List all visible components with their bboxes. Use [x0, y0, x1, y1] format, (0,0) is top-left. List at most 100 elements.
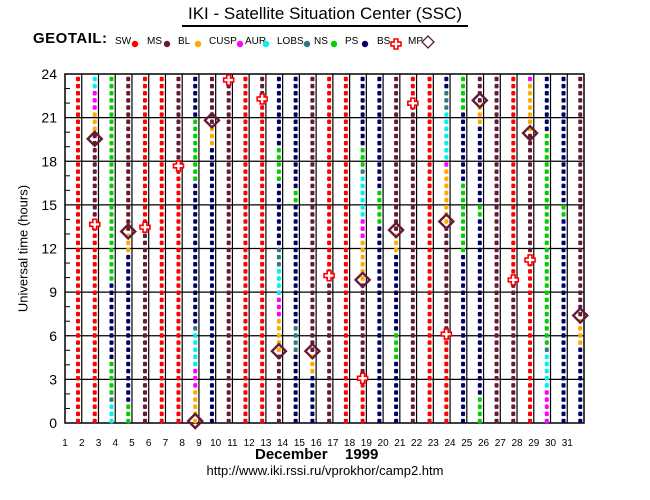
- region-dot-ps: [360, 76, 365, 82]
- region-dot-ps: [109, 347, 114, 352]
- region-dot-ns: [544, 205, 549, 210]
- region-dot-sw: [260, 390, 265, 395]
- region-dot-lobs: [293, 340, 298, 345]
- region-dot-sw: [243, 219, 248, 224]
- region-dot-sw: [159, 112, 164, 117]
- region-dot-ms: [394, 91, 399, 96]
- legend-swatch-ps: [361, 40, 369, 48]
- region-dot-ns: [109, 176, 114, 181]
- region-dot-sw: [511, 212, 516, 217]
- region-dot-sw: [76, 155, 80, 160]
- region-dot-sw: [176, 361, 181, 367]
- region-dot-lobs: [293, 333, 298, 338]
- region-dot-ns: [109, 112, 114, 117]
- region-dot-ms: [327, 326, 332, 331]
- region-dot-ps: [209, 155, 214, 160]
- region-dot-ms: [310, 269, 315, 274]
- region-dot-sw: [176, 240, 181, 246]
- x-tick-label: 25: [461, 438, 473, 449]
- region-dot-ms: [360, 333, 365, 338]
- region-dot-sw: [343, 311, 348, 317]
- region-dot-sw: [159, 190, 164, 196]
- source-url[interactable]: http://www.iki.rssi.ru/vprokhor/camp2.ht…: [206, 463, 444, 478]
- region-dot-sw: [327, 197, 332, 203]
- region-dot-sw: [243, 148, 248, 153]
- region-dot-ms: [494, 98, 499, 103]
- region-dot-ns: [544, 333, 549, 338]
- region-dot-bl: [209, 133, 214, 139]
- region-dot-sw: [176, 326, 181, 331]
- region-dot-ps: [561, 126, 566, 132]
- region-dot-ms: [511, 376, 516, 381]
- region-dot-bl: [394, 247, 399, 253]
- region-dot-ps: [561, 91, 566, 96]
- region-dot-ns: [544, 247, 549, 253]
- region-dot-sw: [159, 376, 164, 381]
- region-dot-ps: [276, 183, 281, 189]
- region-dot-sw: [511, 169, 516, 174]
- region-dot-sw: [343, 418, 348, 424]
- region-dot-sw: [427, 326, 432, 331]
- x-tick-label: 24: [445, 438, 457, 449]
- region-dot-ms: [226, 240, 231, 246]
- region-dot-aur: [193, 354, 198, 360]
- region-dot-ps: [126, 290, 131, 295]
- region-dot-ns: [109, 126, 114, 132]
- region-dot-ms: [394, 98, 399, 103]
- region-dot-ms: [310, 190, 315, 196]
- region-dot-ps: [394, 361, 399, 367]
- region-dot-sw: [343, 390, 348, 395]
- region-dot-ns: [461, 212, 466, 217]
- region-dot-ms: [142, 340, 147, 345]
- region-dot-ps: [477, 390, 482, 395]
- region-dot-ms: [528, 205, 533, 210]
- region-dot-sw: [511, 176, 516, 181]
- region-dot-ms: [226, 283, 231, 288]
- region-dot-ps: [293, 83, 298, 89]
- region-dot-ns: [360, 148, 365, 153]
- region-dot-ms: [410, 276, 415, 281]
- region-dot-ms: [394, 119, 399, 124]
- region-dot-ps: [561, 340, 566, 345]
- region-dot-ps: [377, 247, 382, 253]
- region-dot-sw: [76, 411, 80, 417]
- region-dot-ps: [561, 354, 566, 360]
- region-dot-ps: [293, 319, 298, 324]
- region-dot-ms: [92, 197, 97, 203]
- region-dot-ns: [193, 126, 198, 132]
- region-dot-ms: [578, 169, 583, 174]
- region-dot-sw: [260, 112, 265, 117]
- region-dot-sw: [243, 340, 248, 345]
- region-dot-sw: [427, 155, 432, 160]
- region-dot-sw: [327, 212, 332, 217]
- region-dot-ms: [226, 169, 231, 174]
- region-dot-sw: [159, 333, 164, 338]
- region-dot-bl: [126, 247, 131, 253]
- region-dot-sw: [343, 304, 348, 310]
- region-dot-ps: [293, 297, 298, 303]
- region-dot-sw: [76, 247, 80, 253]
- region-dot-sw: [528, 383, 533, 388]
- region-dot-sw: [444, 404, 449, 409]
- region-dot-sw: [76, 148, 80, 153]
- region-dot-sw: [343, 297, 348, 303]
- region-dot-aur: [544, 361, 549, 367]
- region-dot-ps: [377, 397, 382, 402]
- region-dot-ps: [561, 105, 566, 110]
- region-dot-sw: [243, 297, 248, 303]
- region-dot-ps: [461, 119, 466, 124]
- region-dot-sw: [427, 226, 432, 231]
- region-dot-ms: [578, 276, 583, 281]
- region-dot-sw: [92, 283, 97, 288]
- region-dot-sw: [76, 119, 80, 124]
- region-dot-aur: [544, 376, 549, 381]
- legend-label-sw: SW: [115, 36, 132, 47]
- region-dot-ps: [477, 133, 482, 139]
- region-dot-sw: [260, 226, 265, 231]
- region-dot-ps: [293, 219, 298, 224]
- region-dot-sw: [427, 183, 432, 189]
- region-dot-ps: [293, 418, 298, 424]
- region-dot-sw: [92, 418, 97, 424]
- region-dot-ms: [410, 240, 415, 246]
- region-dot-ns: [109, 205, 114, 210]
